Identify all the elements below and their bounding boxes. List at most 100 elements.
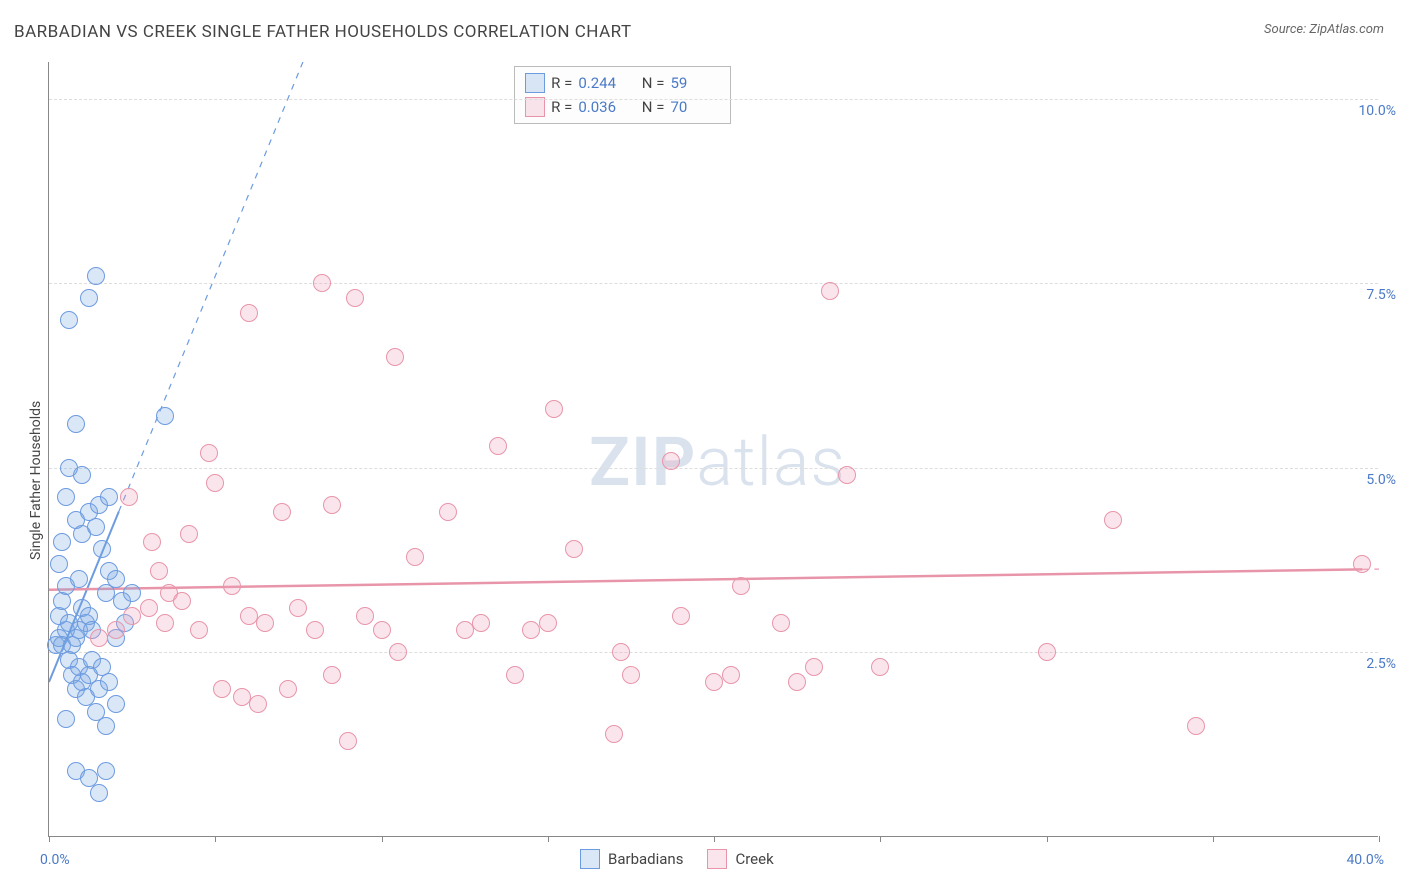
plot-area: ZIPatlas R =0.244 N =59R =0.036 N =70 — [48, 62, 1378, 837]
data-point — [406, 548, 424, 566]
data-point — [180, 525, 198, 543]
data-point — [356, 607, 374, 625]
data-point — [306, 621, 324, 639]
data-point — [223, 577, 241, 595]
stats-n-value: 59 — [670, 74, 720, 92]
data-point — [100, 488, 118, 506]
data-point — [107, 570, 125, 588]
grid-line — [49, 99, 1378, 100]
legend-label-barbadians: Barbadians — [608, 850, 683, 868]
data-point — [1104, 511, 1122, 529]
data-point — [213, 680, 231, 698]
x-tick — [714, 836, 715, 842]
x-tick — [1047, 836, 1048, 842]
data-point — [240, 304, 258, 322]
trend-line-solid — [49, 569, 1362, 589]
data-point — [456, 621, 474, 639]
x-tick — [1379, 836, 1380, 842]
x-tick-label-max: 40.0% — [1346, 852, 1384, 868]
data-point — [346, 289, 364, 307]
data-point — [605, 725, 623, 743]
data-point — [87, 267, 105, 285]
data-point — [97, 717, 115, 735]
data-point — [156, 614, 174, 632]
data-point — [233, 688, 251, 706]
data-point — [472, 614, 490, 632]
data-point — [206, 474, 224, 492]
grid-line — [49, 468, 1378, 469]
data-point — [70, 570, 88, 588]
chart-title: BARBADIAN VS CREEK SINGLE FATHER HOUSEHO… — [14, 22, 632, 42]
stats-swatch — [525, 73, 545, 93]
data-point — [339, 732, 357, 750]
data-point — [662, 452, 680, 470]
legend-swatch-barbadians — [580, 849, 600, 869]
data-point — [1038, 643, 1056, 661]
data-point — [705, 673, 723, 691]
data-point — [143, 533, 161, 551]
data-point — [279, 680, 297, 698]
data-point — [190, 621, 208, 639]
data-point — [373, 621, 391, 639]
data-point — [389, 643, 407, 661]
y-tick-label: 7.5% — [1366, 287, 1396, 303]
trend-lines-layer — [49, 62, 1379, 837]
data-point — [805, 658, 823, 676]
stats-r-label: R = — [551, 74, 572, 92]
watermark-bold: ZIP — [589, 422, 696, 502]
data-point — [622, 666, 640, 684]
x-tick — [49, 836, 50, 842]
data-point — [97, 762, 115, 780]
grid-line — [49, 283, 1378, 284]
legend: Barbadians Creek — [580, 849, 774, 869]
y-tick-label: 5.0% — [1366, 472, 1396, 488]
stats-row: R =0.244 N =59 — [525, 71, 720, 95]
source-attribution: Source: ZipAtlas.com — [1264, 22, 1384, 37]
data-point — [565, 540, 583, 558]
data-point — [838, 466, 856, 484]
data-point — [522, 621, 540, 639]
data-point — [93, 540, 111, 558]
data-point — [107, 621, 125, 639]
data-point — [289, 599, 307, 617]
data-point — [489, 437, 507, 455]
data-point — [732, 577, 750, 595]
chart-container: BARBADIAN VS CREEK SINGLE FATHER HOUSEHO… — [0, 0, 1406, 892]
data-point — [672, 607, 690, 625]
watermark-light: atlas — [696, 422, 846, 502]
x-tick — [215, 836, 216, 842]
data-point — [439, 503, 457, 521]
data-point — [539, 614, 557, 632]
data-point — [80, 289, 98, 307]
correlation-stats-box: R =0.244 N =59R =0.036 N =70 — [514, 66, 731, 124]
data-point — [150, 562, 168, 580]
legend-item-barbadians: Barbadians — [580, 849, 683, 869]
watermark: ZIPatlas — [589, 422, 846, 502]
stats-n-label: N = — [634, 98, 664, 116]
data-point — [772, 614, 790, 632]
data-point — [313, 274, 331, 292]
data-point — [386, 348, 404, 366]
data-point — [120, 488, 138, 506]
data-point — [240, 607, 258, 625]
trend-line-dashed — [119, 62, 315, 511]
x-tick — [880, 836, 881, 842]
data-point — [506, 666, 524, 684]
data-point — [140, 599, 158, 617]
data-point — [57, 710, 75, 728]
data-point — [545, 400, 563, 418]
data-point — [90, 784, 108, 802]
data-point — [256, 614, 274, 632]
data-point — [57, 488, 75, 506]
data-point — [323, 496, 341, 514]
data-point — [156, 407, 174, 425]
stats-n-label: N = — [634, 74, 664, 92]
legend-swatch-creek — [707, 849, 727, 869]
x-tick — [548, 836, 549, 842]
legend-label-creek: Creek — [735, 850, 773, 868]
data-point — [87, 518, 105, 536]
legend-item-creek: Creek — [707, 849, 773, 869]
data-point — [722, 666, 740, 684]
stats-r-label: R = — [551, 98, 572, 116]
x-tick — [1213, 836, 1214, 842]
